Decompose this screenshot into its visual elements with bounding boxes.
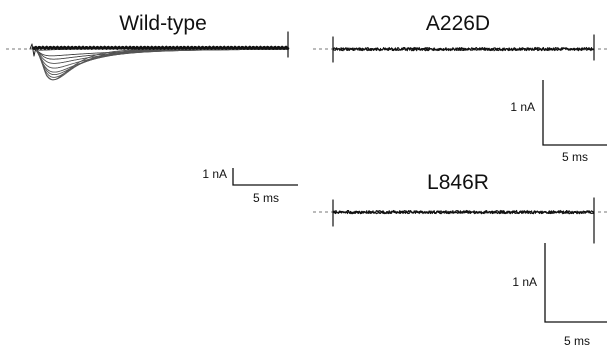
scalebar-x-label-wild-type: 5 ms [253, 191, 279, 205]
traces-wild-type [29, 43, 290, 81]
scalebar-y-label-l846r: 1 nA [512, 275, 537, 289]
scalebar-y-label-wild-type: 1 nA [202, 167, 227, 181]
trace-a226d-2 [332, 47, 595, 52]
panel-a226d: A226D 1 nA 5 ms [313, 12, 607, 164]
stimulus-artifacts-a226d [332, 34, 595, 63]
trace-wild-type-7 [32, 48, 289, 76]
trace-wild-type-baseline [31, 45, 290, 50]
trace-wild-type-8 [32, 48, 289, 78]
panel-title-wild-type: Wild-type [119, 12, 207, 35]
scalebar-l846r: 1 nA 5 ms [512, 243, 607, 348]
traces-a226d [332, 46, 595, 52]
scalebar-lines-wild-type [232, 168, 298, 186]
scalebar-y-label-a226d: 1 nA [510, 100, 535, 114]
scalebar-lines-l846r [544, 243, 607, 323]
stimulus-artifacts-l846r [332, 197, 595, 244]
trace-l846r-2 [332, 210, 595, 215]
trace-wild-type-onset [29, 43, 37, 57]
panel-l846r: L846R 1 nA 5 ms [313, 171, 607, 348]
scalebar-wild-type: 1 nA 5 ms [202, 167, 298, 205]
scalebar-x-label-a226d: 5 ms [562, 150, 588, 164]
panel-title-a226d: A226D [426, 12, 490, 35]
scalebar-x-label-l846r: 5 ms [564, 334, 590, 348]
panel-wild-type: Wild-type 1 nA 5 ms [6, 12, 298, 205]
traces-l846r [332, 209, 595, 215]
trace-wild-type-5 [32, 48, 289, 69]
panel-title-l846r: L846R [427, 171, 489, 194]
scalebar-a226d: 1 nA 5 ms [510, 80, 607, 164]
scalebar-lines-a226d [542, 80, 607, 146]
